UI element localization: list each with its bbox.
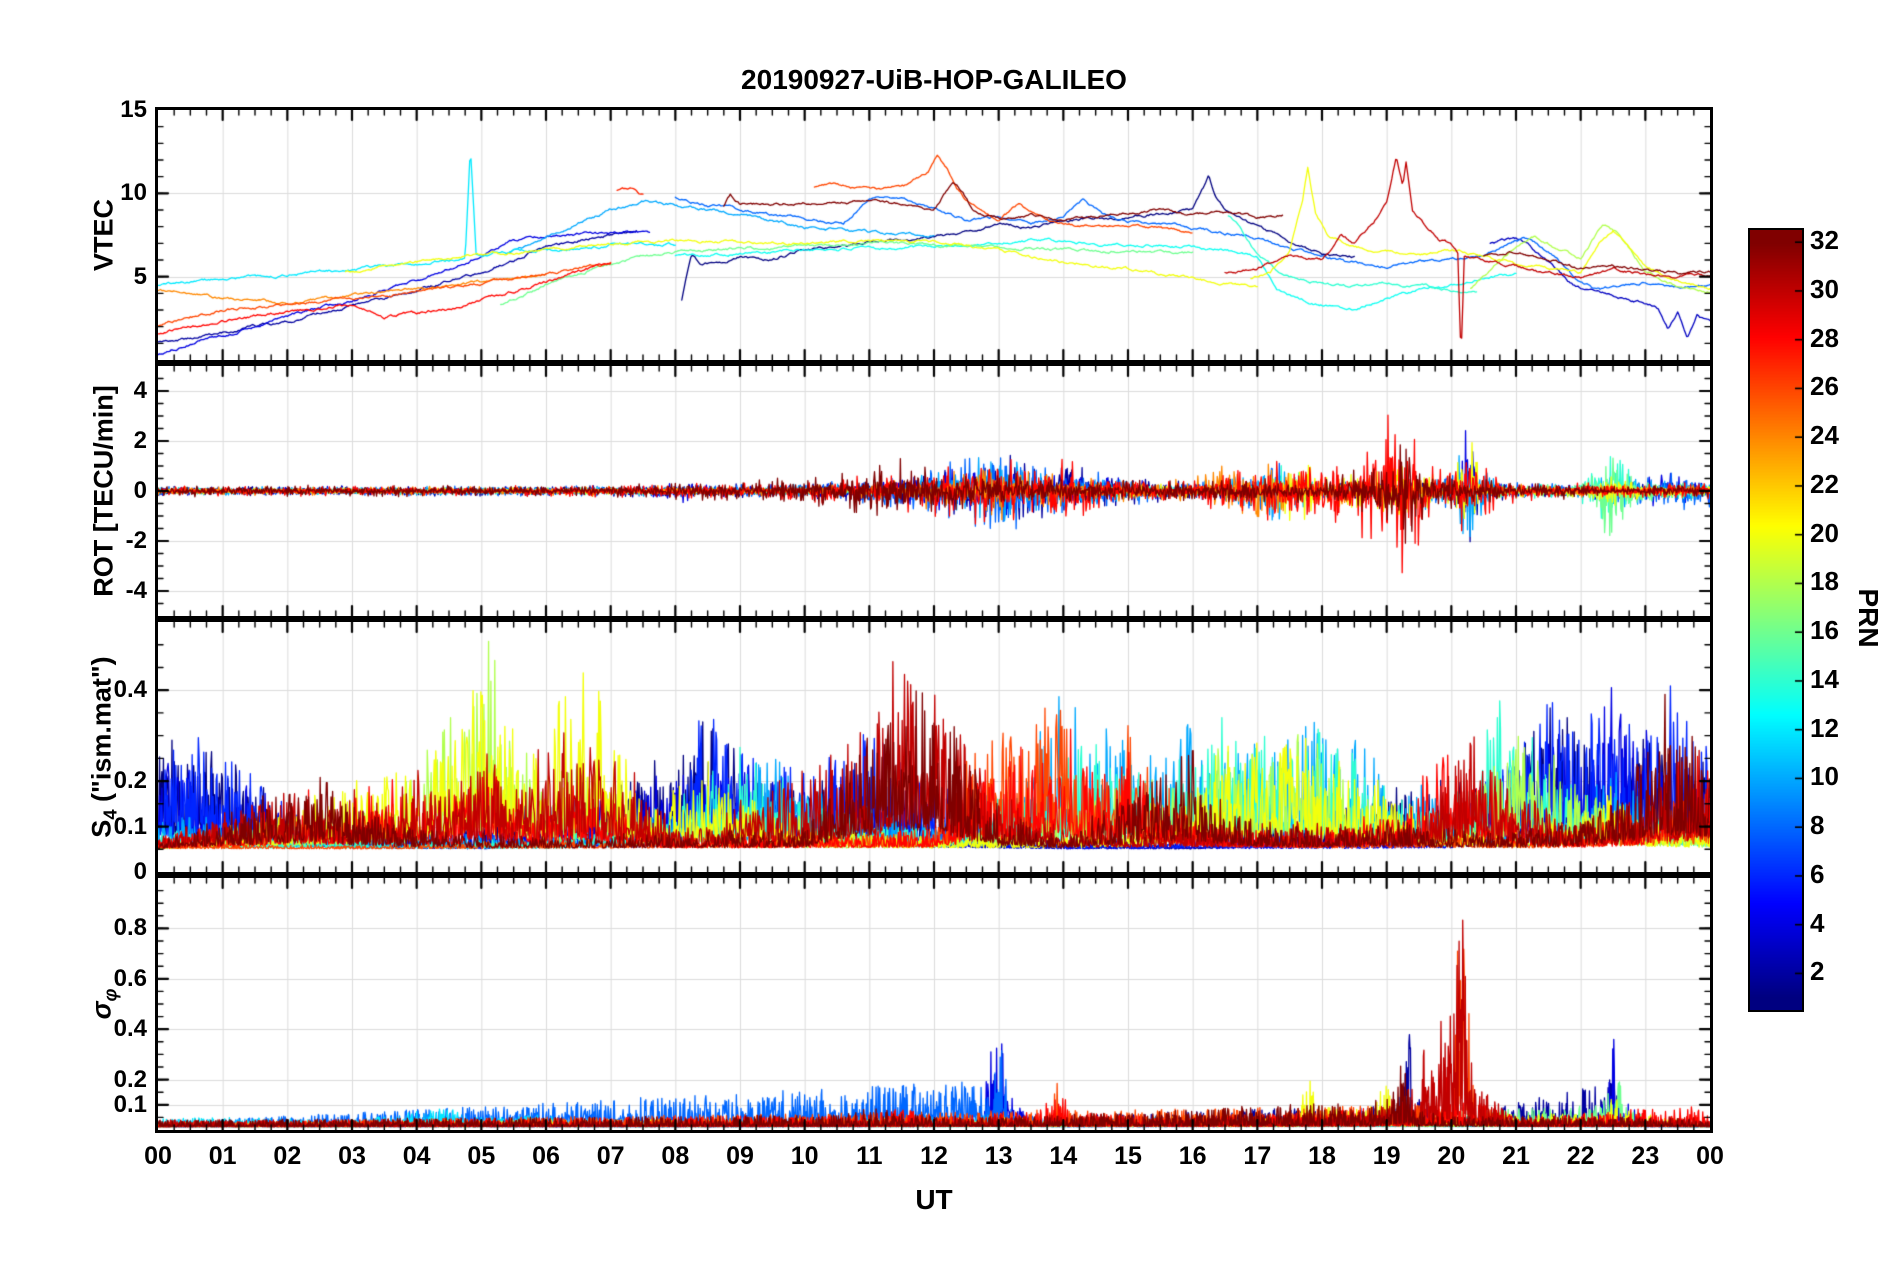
y-tick-label-vtec: 5 (133, 262, 147, 290)
rot-panel (155, 363, 1713, 619)
x-tick-label: 09 (726, 1142, 754, 1170)
y-tick-label-s4: 0 (133, 858, 147, 885)
x-tick-label: 07 (596, 1142, 625, 1170)
colorbar-tick-label: 18 (1810, 566, 1839, 597)
colorbar-tick-label: 24 (1810, 420, 1839, 451)
y-tick-label-s4: 0.1 (113, 812, 147, 840)
y-tick-label-vtec: 10 (120, 179, 147, 207)
y-tick-label-sigma-phi: 0.6 (113, 964, 147, 992)
colorbar-tick-label: 10 (1810, 761, 1839, 792)
x-tick-label: 01 (208, 1142, 237, 1170)
y-tick-label-sigma-phi: 0.1 (113, 1090, 147, 1118)
colorbar-tick-label: 16 (1810, 615, 1839, 646)
y-tick-label-s4: 0.4 (113, 676, 147, 704)
x-tick-label: 11 (856, 1142, 883, 1170)
colorbar-tick-label: 20 (1810, 517, 1839, 548)
colorbar-gradient-canvas (1750, 230, 1802, 1010)
x-tick-label: 00 (144, 1142, 172, 1170)
colorbar-tick-label: 14 (1810, 663, 1839, 694)
x-tick-label: 06 (532, 1142, 560, 1170)
x-tick-label: 03 (338, 1142, 366, 1170)
colorbar-tick-label: 30 (1810, 273, 1839, 304)
s4-panel (155, 619, 1713, 875)
colorbar-tick-label: 32 (1810, 225, 1839, 256)
colorbar (1748, 228, 1804, 1012)
colorbar-tick-label: 6 (1810, 858, 1825, 889)
colorbar-tick-label: 28 (1810, 322, 1839, 353)
y-axis-label-vtec: VTEC (88, 198, 119, 272)
y-tick-label-rot: 4 (133, 377, 147, 404)
y-tick-label-s4: 0.2 (113, 767, 147, 795)
colorbar-tick-label: 12 (1810, 712, 1839, 743)
x-tick-label: 18 (1308, 1142, 1336, 1170)
rot-plot-canvas (158, 366, 1710, 616)
colorbar-tick-label: 4 (1810, 907, 1825, 938)
y-tick-label-sigma-phi: 0.8 (113, 914, 147, 942)
x-tick-label: 12 (920, 1142, 948, 1170)
x-axis-label: UT (915, 1184, 953, 1215)
x-tick-label: 22 (1566, 1142, 1595, 1170)
y-tick-label-vtec: 15 (120, 96, 147, 123)
s4-plot-canvas (158, 622, 1710, 872)
x-tick-label: 19 (1372, 1142, 1401, 1170)
x-tick-label: 23 (1631, 1142, 1660, 1170)
x-tick-label: 13 (984, 1142, 1013, 1170)
colorbar-tick-label: 2 (1810, 956, 1825, 987)
x-tick-label: 15 (1114, 1142, 1142, 1170)
x-tick-label: 04 (402, 1142, 431, 1170)
y-tick-label-sigma-phi: 0.2 (113, 1065, 147, 1093)
sigma-phi-panel (155, 875, 1713, 1133)
x-tick-label: 20 (1437, 1142, 1466, 1170)
y-tick-label-rot: 2 (133, 427, 147, 454)
sigma-phi-plot-canvas (158, 878, 1710, 1130)
colorbar-tick-label: 8 (1810, 810, 1825, 841)
colorbar-tick-label: 22 (1810, 468, 1839, 499)
vtec-plot-canvas (158, 110, 1710, 360)
x-tick-label: 05 (467, 1142, 496, 1170)
chart-title: 20190927-UiB-HOP-GALILEO (741, 64, 1127, 95)
vtec-panel (155, 107, 1713, 363)
x-tick-label: 14 (1049, 1142, 1078, 1170)
x-tick-label: 21 (1502, 1142, 1530, 1170)
x-tick-label: 08 (661, 1142, 690, 1170)
y-tick-label-sigma-phi: 0.4 (113, 1015, 147, 1043)
x-tick-label: 02 (273, 1142, 302, 1170)
x-tick-label: 00 (1696, 1142, 1724, 1170)
y-tick-label-rot: -4 (125, 577, 147, 604)
colorbar-label: PRN (1853, 588, 1884, 648)
x-tick-label: 16 (1178, 1142, 1207, 1170)
x-tick-label: 10 (790, 1142, 819, 1170)
colorbar-tick-label: 26 (1810, 371, 1839, 402)
y-tick-label-rot: -2 (125, 527, 147, 554)
y-tick-label-rot: 0 (133, 477, 147, 504)
x-tick-label: 17 (1243, 1142, 1272, 1170)
